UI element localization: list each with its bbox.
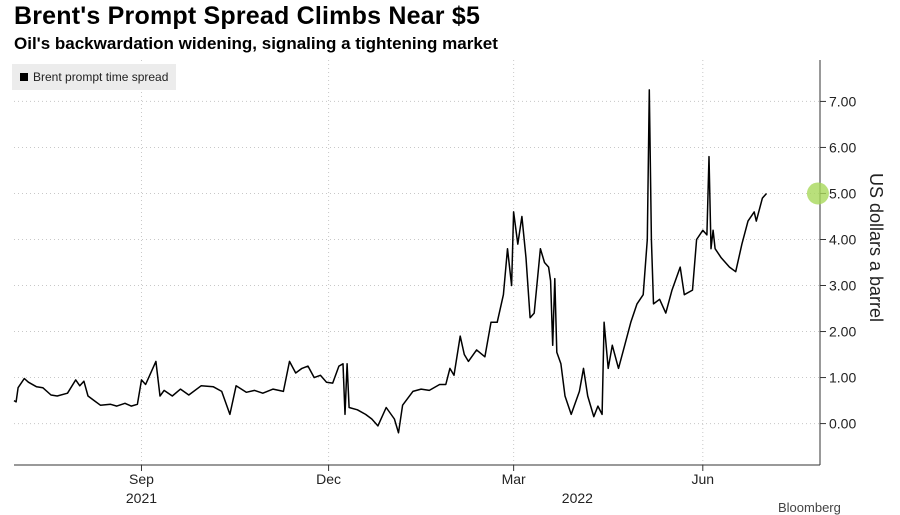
source-credit: Bloomberg <box>778 500 841 515</box>
y-tick-label: 6.00 <box>829 139 856 155</box>
x-year-label: 2021 <box>126 490 157 506</box>
x-tick-label: Mar <box>502 471 526 487</box>
y-axis-title: US dollars a barrel <box>866 173 886 322</box>
tick-labels: 0.00 1.00 2.00 3.00 4.00 5.00 6.00 7.00 Sep Dec Ma… <box>126 93 857 506</box>
y-tick-label: 5.00 <box>829 185 856 201</box>
legend: Brent prompt time spread <box>12 64 177 90</box>
axes <box>14 60 826 471</box>
x-year-label: 2022 <box>562 490 593 506</box>
legend-label: Brent prompt time spread <box>33 70 169 84</box>
x-tick-label: Sep <box>129 471 154 487</box>
chart-title: Brent's Prompt Spread Climbs Near $5 <box>14 2 481 30</box>
x-tick-label: Dec <box>316 471 341 487</box>
series-layer <box>13 89 829 434</box>
y-tick-label: 2.00 <box>829 324 856 340</box>
legend-swatch <box>20 73 28 81</box>
y-tick-label: 7.00 <box>829 93 856 109</box>
y-tick-label: 0.00 <box>829 416 856 432</box>
latest-value-marker <box>806 182 829 205</box>
y-tick-label: 4.00 <box>829 231 856 247</box>
x-tick-label: Jun <box>692 471 715 487</box>
series-line <box>13 89 768 434</box>
y-tick-label: 3.00 <box>829 278 856 294</box>
y-tick-label: 1.00 <box>829 370 856 386</box>
horizontal-gridlines <box>14 100 820 425</box>
chart-subtitle: Oil's backwardation widening, signaling … <box>14 34 498 53</box>
